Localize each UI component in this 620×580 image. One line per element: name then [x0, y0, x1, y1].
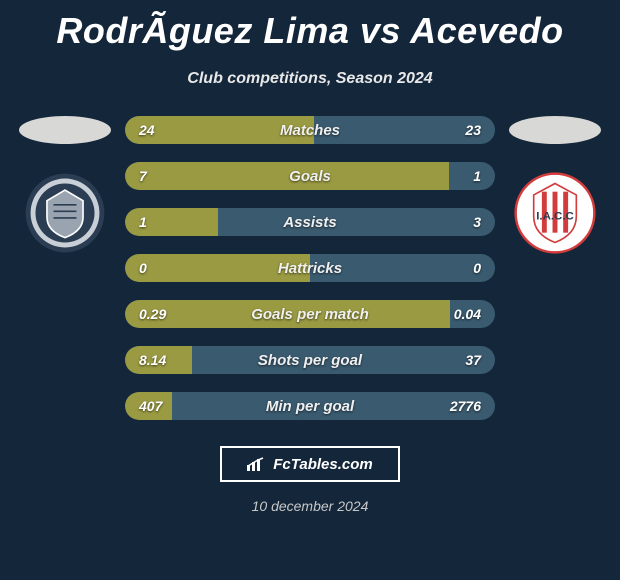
stat-row-matches: 24 Matches 23 — [125, 116, 495, 144]
stat-value-right: 0 — [473, 260, 481, 276]
brand-box[interactable]: FcTables.com — [220, 446, 400, 482]
comparison-area: 24 Matches 23 7 Goals 1 1 Assists 3 0 Ha… — [0, 116, 620, 420]
right-player-column: I.A.C.C — [505, 116, 605, 254]
stat-label: Shots per goal — [125, 352, 495, 369]
stat-value-right: 23 — [465, 122, 481, 138]
player-photo-placeholder-left — [19, 116, 111, 144]
stat-label: Assists — [125, 214, 495, 231]
svg-text:I.A.C.C: I.A.C.C — [536, 211, 574, 223]
player-photo-placeholder-right — [509, 116, 601, 144]
stat-label: Min per goal — [125, 398, 495, 415]
stat-label: Matches — [125, 122, 495, 139]
date-line: 10 december 2024 — [0, 498, 620, 514]
stat-row-min-per-goal: 407 Min per goal 2776 — [125, 392, 495, 420]
stat-label: Goals — [125, 168, 495, 185]
stat-row-goals: 7 Goals 1 — [125, 162, 495, 190]
stat-label: Hattricks — [125, 260, 495, 277]
left-player-column — [15, 116, 115, 254]
subtitle: Club competitions, Season 2024 — [0, 70, 620, 88]
stat-value-right: 2776 — [450, 398, 481, 414]
stat-value-right: 1 — [473, 168, 481, 184]
chart-icon — [247, 457, 267, 471]
club-badge-left — [24, 172, 106, 254]
stat-row-assists: 1 Assists 3 — [125, 208, 495, 236]
shield-icon: I.A.C.C — [514, 172, 596, 254]
club-badge-right: I.A.C.C — [514, 172, 596, 254]
stat-bars: 24 Matches 23 7 Goals 1 1 Assists 3 0 Ha… — [125, 116, 495, 420]
page-title: RodrÃ­guez Lima vs Acevedo — [0, 0, 620, 52]
stat-value-right: 37 — [465, 352, 481, 368]
stat-row-hattricks: 0 Hattricks 0 — [125, 254, 495, 282]
stat-row-shots-per-goal: 8.14 Shots per goal 37 — [125, 346, 495, 374]
stat-row-goals-per-match: 0.29 Goals per match 0.04 — [125, 300, 495, 328]
shield-icon — [24, 172, 106, 254]
stat-label: Goals per match — [125, 306, 495, 323]
stat-value-right: 3 — [473, 214, 481, 230]
stat-value-right: 0.04 — [454, 306, 481, 322]
brand-text: FcTables.com — [273, 456, 372, 473]
